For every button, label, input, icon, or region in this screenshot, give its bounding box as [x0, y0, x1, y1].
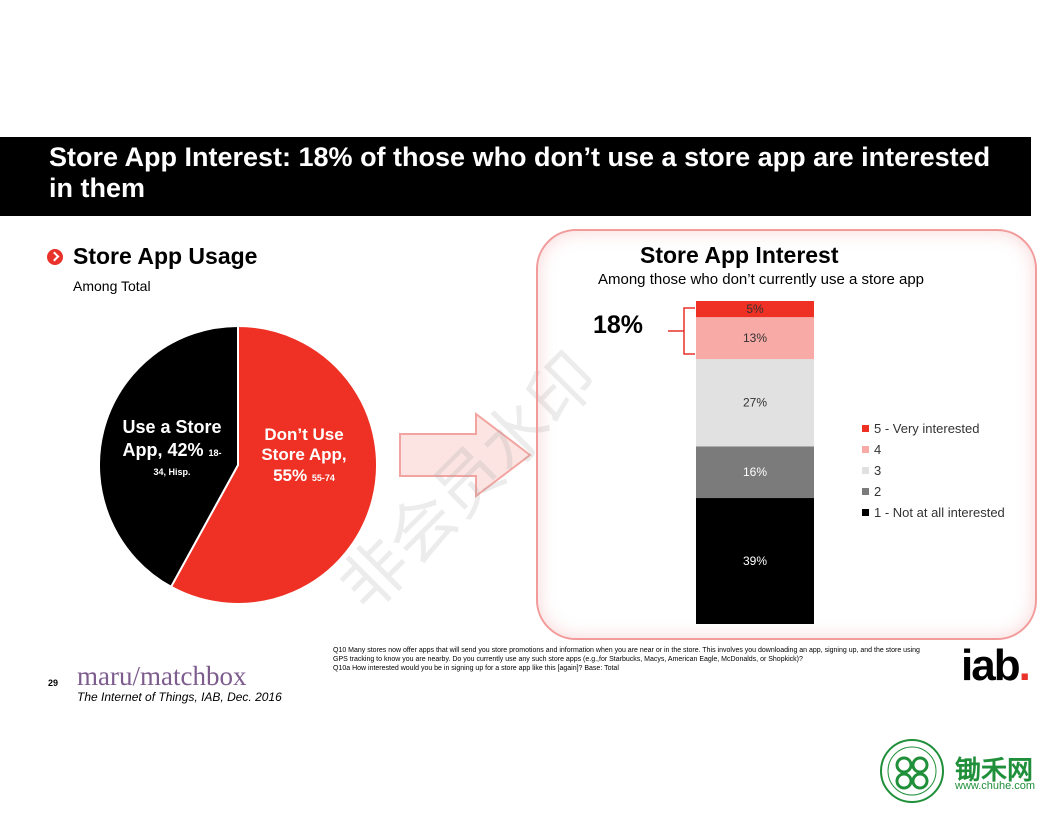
legend-label-4: 4	[874, 442, 882, 457]
legend-item: 2	[862, 481, 1005, 502]
bar-label-3: 27%	[743, 396, 767, 410]
interest-highlight-pct: 18%	[593, 311, 644, 339]
bar-section-title: Store App Interest	[640, 242, 839, 268]
bar-label-2: 16%	[743, 465, 767, 479]
pie-label-dont-pct: 55%	[273, 466, 308, 485]
slide-title: Store App Interest: 18% of those who don…	[49, 142, 991, 203]
bracket-icon	[668, 307, 695, 355]
pie-section-title: Store App Usage	[73, 243, 258, 269]
pie-label-dont-use: Don’t Use Store App, 55% 55-74	[250, 425, 358, 489]
footnote-q10a: Q10a How interested would you be in sign…	[333, 665, 619, 672]
interest-panel	[536, 229, 1037, 640]
legend-swatch-3	[862, 467, 869, 474]
legend-item: 5 - Very interested	[862, 418, 1005, 439]
bar-label-4: 13%	[743, 331, 767, 345]
page-number: 29	[48, 678, 59, 688]
chuhe-brand-name: 锄禾网	[955, 755, 1034, 785]
interest-stacked-bar: 39% 16% 27% 13% 5%	[696, 301, 814, 624]
pie-label-dont-note: 55-74	[311, 473, 335, 483]
pie-label-use-line2: App, 42%	[122, 440, 204, 460]
bar-section-subtitle: Among those who don’t currently use a st…	[598, 271, 925, 288]
legend-item: 4	[862, 439, 1005, 460]
pie-section-subtitle: Among Total	[73, 278, 151, 294]
iab-logo: iab.	[961, 641, 1031, 690]
chevron-right-icon	[47, 249, 63, 265]
bar-segment-2	[696, 446, 814, 499]
pie-slice-use	[100, 324, 239, 589]
pie-label-use-note2: 34, Hisp.	[153, 467, 191, 477]
arrow-right-icon	[399, 411, 532, 499]
pie-label-dont-line2: Store App,	[261, 445, 347, 464]
bar-label-1: 39%	[743, 554, 767, 568]
legend-swatch-2	[862, 488, 869, 495]
chuhe-brand-url: www.chuhe.com	[955, 780, 1036, 792]
bar-segment-4	[696, 317, 814, 360]
source-citation: The Internet of Things, IAB, Dec. 2016	[77, 690, 282, 704]
legend-swatch-5	[862, 425, 869, 432]
legend-label-5: 5 - Very interested	[874, 421, 980, 436]
pie-label-use: Use a Store App, 42% 18- 34, Hisp.	[112, 417, 232, 479]
legend-swatch-4	[862, 446, 869, 453]
chuhe-seal-icon	[880, 739, 944, 803]
legend-item: 3	[862, 460, 1005, 481]
pie-label-use-line1: Use a Store	[122, 417, 222, 437]
footnote: Q10 Many stores now offer apps that will…	[333, 646, 923, 673]
usage-pie-chart	[100, 324, 378, 605]
legend-label-3: 3	[874, 463, 882, 478]
pie-label-use-note1: 18-	[208, 448, 222, 458]
bar-segment-5	[696, 301, 814, 318]
maru-matchbox-logo: maru/matchbox	[77, 661, 247, 691]
legend-swatch-1	[862, 509, 869, 516]
bar-legend: 5 - Very interested 4 3 2 1 - Not at all…	[862, 418, 1005, 523]
iab-logo-text: iab	[961, 641, 1021, 690]
pie-label-dont-line1: Don’t Use	[264, 425, 344, 444]
legend-item: 1 - Not at all interested	[862, 502, 1005, 523]
bar-label-5: 5%	[746, 302, 764, 316]
legend-label-1: 1 - Not at all interested	[874, 505, 1005, 520]
bar-segment-3	[696, 359, 814, 447]
bar-segment-1	[696, 498, 814, 624]
footnote-q10: Q10 Many stores now offer apps that will…	[333, 647, 920, 663]
pie-slice-dont-use	[169, 324, 378, 605]
legend-label-2: 2	[874, 484, 882, 499]
title-bar: Store App Interest: 18% of those who don…	[0, 137, 1031, 216]
